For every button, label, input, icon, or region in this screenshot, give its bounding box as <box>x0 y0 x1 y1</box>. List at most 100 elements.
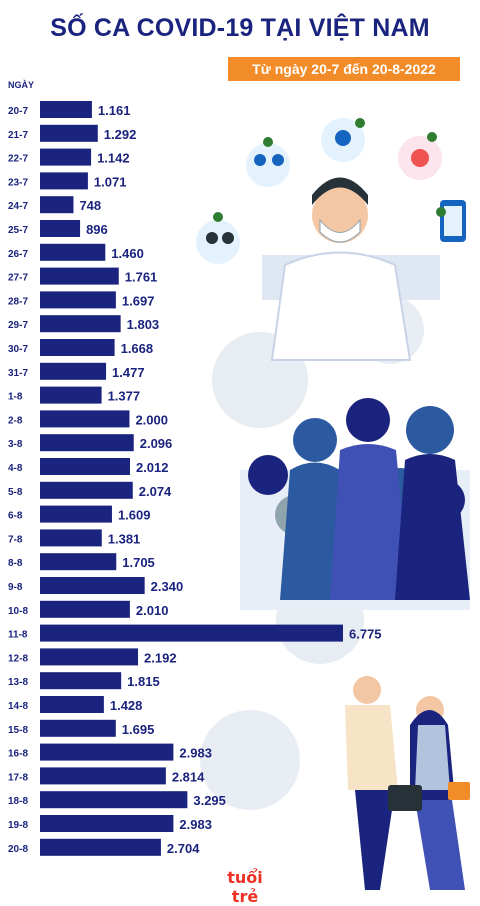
bar <box>40 600 130 618</box>
value-label: 1.609 <box>118 508 151 523</box>
bar <box>40 458 130 475</box>
bar <box>40 529 102 547</box>
value-label: 2.704 <box>167 841 200 856</box>
category-label: 24-7 <box>8 201 28 212</box>
check-icon <box>263 137 273 147</box>
value-label: 1.668 <box>121 341 154 356</box>
bar <box>40 743 174 761</box>
value-label: 2.000 <box>135 412 168 427</box>
value-label: 2.010 <box>136 603 169 618</box>
value-label: 3.295 <box>193 793 226 808</box>
handwash-icon <box>398 136 442 180</box>
check-icon <box>427 132 437 142</box>
bar <box>40 148 92 166</box>
value-label: 1.761 <box>125 270 158 285</box>
bar <box>40 838 161 856</box>
value-label: 2.983 <box>179 746 212 761</box>
value-label: 1.428 <box>110 698 143 713</box>
check-icon <box>355 118 365 128</box>
bar <box>40 291 116 309</box>
walking-people-illustration <box>345 676 470 890</box>
bar <box>40 672 122 690</box>
category-label: 15-8 <box>8 725 28 736</box>
category-label: 30-7 <box>8 344 28 355</box>
value-label: 6.775 <box>349 627 382 642</box>
category-label: 21-7 <box>8 130 28 141</box>
bar <box>40 434 134 452</box>
category-label: 6-8 <box>8 511 23 522</box>
chart-title: SỐ CA COVID-19 TẠI VIỆT NAM <box>50 14 430 42</box>
category-label: 4-8 <box>8 463 23 474</box>
nurse-icon <box>321 118 365 162</box>
category-label: 12-8 <box>8 653 28 664</box>
check-icon <box>213 212 223 222</box>
category-label: 20-8 <box>8 844 28 855</box>
category-label: 9-8 <box>8 582 23 593</box>
bar <box>40 196 74 214</box>
category-label: 8-8 <box>8 558 23 569</box>
category-label: 18-8 <box>8 796 28 807</box>
bar <box>40 624 343 642</box>
bar <box>40 815 174 832</box>
bar <box>40 648 139 666</box>
category-label: 3-8 <box>8 439 23 450</box>
value-label: 1.695 <box>122 722 155 737</box>
category-label: 10-8 <box>8 606 28 617</box>
value-label: 1.377 <box>108 389 141 404</box>
value-label: 1.803 <box>127 317 160 332</box>
category-label: 29-7 <box>8 320 28 331</box>
bar <box>40 767 166 785</box>
bar <box>40 101 92 118</box>
category-label: 11-8 <box>8 630 28 641</box>
category-label: 7-8 <box>8 534 23 545</box>
bar <box>40 719 116 737</box>
family-icon <box>246 143 290 187</box>
value-label: 1.477 <box>112 365 145 380</box>
value-label: 2.192 <box>144 650 177 665</box>
value-label: 1.460 <box>111 246 144 261</box>
category-label: 22-7 <box>8 154 28 165</box>
crowd-illustration <box>240 398 470 610</box>
bar <box>40 505 112 523</box>
value-label: 2.983 <box>179 817 212 832</box>
category-label: 14-8 <box>8 701 28 712</box>
bar <box>40 577 145 594</box>
bar <box>40 410 130 428</box>
category-label: 23-7 <box>8 177 28 188</box>
value-label: 2.074 <box>139 484 172 499</box>
category-label: 26-7 <box>8 249 28 260</box>
bar <box>40 481 133 499</box>
category-label: 5-8 <box>8 487 23 498</box>
category-label: 27-7 <box>8 273 28 284</box>
category-label: 19-8 <box>8 820 28 831</box>
value-label: 2.814 <box>172 769 205 784</box>
bar <box>40 791 188 809</box>
bar <box>40 243 106 261</box>
value-label: 1.815 <box>127 674 160 689</box>
phone-medical-icon <box>440 200 466 242</box>
category-label: 17-8 <box>8 772 28 783</box>
bar <box>40 339 115 356</box>
category-label: 25-7 <box>8 225 28 236</box>
category-label: 31-7 <box>8 368 28 379</box>
value-label: 1.381 <box>108 531 141 546</box>
bar <box>40 362 107 380</box>
chart-subtitle: Từ ngày 20-7 đến 20-8-2022 <box>228 57 460 81</box>
value-label: 2.012 <box>136 460 169 475</box>
value-label: 1.142 <box>97 151 130 166</box>
virus-icon <box>200 710 300 810</box>
people-icon <box>196 220 240 264</box>
category-label: 28-7 <box>8 296 28 307</box>
category-label: 1-8 <box>8 392 23 403</box>
bar <box>40 267 119 285</box>
category-label: 16-8 <box>8 749 28 760</box>
value-label: 2.096 <box>140 436 173 451</box>
value-label: 896 <box>86 222 108 237</box>
category-label: 13-8 <box>8 677 28 688</box>
bar <box>40 386 102 404</box>
value-label: 1.071 <box>94 174 127 189</box>
bar <box>40 172 88 190</box>
value-label: 748 <box>79 198 101 213</box>
